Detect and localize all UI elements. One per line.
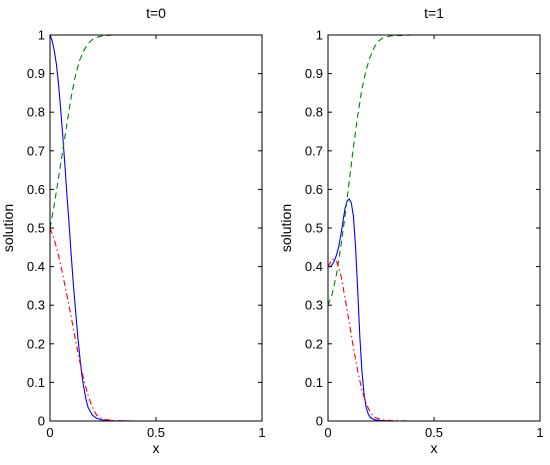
x-tick-label: 0 (46, 425, 53, 440)
chart-title: t=1 (424, 5, 444, 21)
plot-frame (327, 34, 541, 422)
chart-panel-2: 0 0.1 0.2 0.3 0.4 0.5 0.6 0.7 0.8 0.9 1 0 0.5 1 t=1 x so… (278, 5, 544, 456)
y-tick-label: 1 (38, 28, 45, 43)
y-tick-label: 0.6 (27, 182, 45, 197)
y-tick-label: 0 (38, 414, 45, 429)
y-tick-label: 0.3 (305, 298, 323, 313)
x-axis-label: x (153, 440, 160, 456)
y-tick-label: 0.2 (27, 336, 45, 351)
x-tick-label: 0.5 (425, 425, 443, 440)
y-tick-label: 0.5 (27, 221, 45, 236)
plot-frame (49, 34, 263, 422)
series-line-2-dashed (50, 34, 262, 229)
x-tick-label: 1 (258, 425, 265, 440)
y-tick-label: 0 (316, 414, 323, 429)
series-line-1-solid (328, 198, 540, 422)
x-tick-label: 1 (536, 425, 543, 440)
y-tick-label: 0.6 (305, 182, 323, 197)
y-tick-label: 0.1 (305, 375, 323, 390)
y-tick-label: 0.1 (27, 375, 45, 390)
y-tick-label: 0.3 (27, 298, 45, 313)
y-tick-label: 0.7 (305, 143, 323, 158)
chart-panel-1: 0 0.1 0.2 0.3 0.4 0.5 0.6 0.7 0.8 0.9 1 0 0.5 1 t=0 x so… (0, 5, 266, 456)
y-tick-label: 0.4 (305, 259, 323, 274)
y-tick-label: 0.5 (305, 221, 323, 236)
y-tick-label: 0.2 (305, 336, 323, 351)
series-line-3-dash-dot (50, 227, 262, 422)
y-tick-label: 0.8 (27, 105, 45, 120)
x-axis-label: x (431, 440, 438, 456)
x-tick-label: 0 (324, 425, 331, 440)
y-tick-label: 0.9 (305, 66, 323, 81)
chart-title: t=0 (146, 5, 166, 21)
y-tick-label: 1 (316, 28, 323, 43)
x-tick-label: 0.5 (147, 425, 165, 440)
y-tick-label: 0.8 (305, 105, 323, 120)
y-tick-label: 0.9 (27, 66, 45, 81)
y-axis-label: solution (0, 204, 16, 252)
y-tick-label: 0.4 (27, 259, 45, 274)
series-line-1-solid (50, 34, 262, 422)
y-axis-label: solution (278, 204, 294, 252)
series-line-2-dashed (328, 34, 540, 306)
y-tick-label: 0.7 (27, 143, 45, 158)
